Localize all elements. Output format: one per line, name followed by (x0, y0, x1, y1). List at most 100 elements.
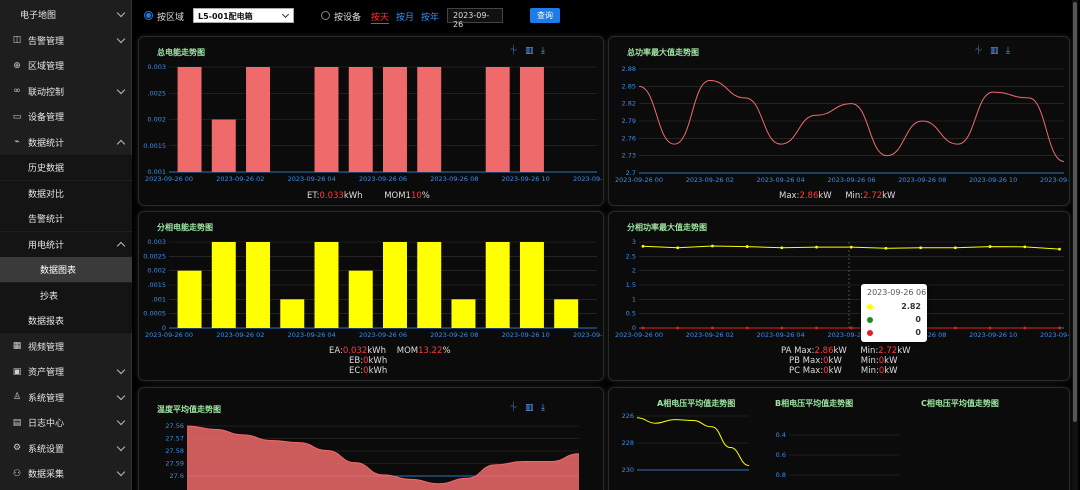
pc-min-value: 0 (878, 366, 885, 376)
y-tick-label: 27.6 (170, 472, 184, 480)
query-button[interactable]: 查询 (530, 8, 560, 23)
mom-label: MOM (396, 346, 419, 356)
sidebar-item[interactable]: ⊕ 区域管理 (0, 53, 132, 78)
sidebar-item-label: 资产管理 (28, 368, 65, 378)
pa-min-value: 2.72 (878, 346, 898, 356)
sidebar-item[interactable]: 用电统计 (0, 231, 132, 257)
tooltip-title: 2023-09-26 06 (867, 288, 927, 297)
sidebar-item[interactable]: 历史数据 (0, 155, 132, 180)
sidebar-item[interactable]: ▤ 日志中心 (0, 410, 132, 435)
bar-chart-icon[interactable]: ▥ (525, 46, 534, 56)
sidebar-item-label: 数据统计 (28, 138, 65, 149)
sidebar-item[interactable]: ⌁ 数据统计 (0, 130, 132, 155)
bar (348, 270, 373, 328)
x-tick-label: 2023-09-26 08 (898, 176, 946, 184)
chevron-down-icon (116, 34, 126, 43)
sidebar-item[interactable]: 抄表 (0, 282, 132, 308)
area-select[interactable]: L5-001配电箱 (193, 8, 294, 23)
sidebar-item-label: 数据对比 (28, 189, 65, 200)
sidebar-item[interactable]: ◫ 告警管理 (0, 28, 132, 53)
bar-chart-icon[interactable]: ▥ (990, 46, 999, 56)
bar (314, 67, 339, 172)
sidebar-item[interactable]: 数据报表 (0, 308, 132, 333)
bar (246, 242, 271, 328)
x-tick-label: 2023-09-26 02 (686, 331, 734, 339)
bar-chart-icon[interactable]: ▥ (525, 403, 534, 413)
line-chart-icon[interactable]: ⏆ (509, 46, 519, 56)
sidebar-item[interactable]: ▦ 视频管理 (0, 334, 132, 359)
eb-unit: kWh (368, 356, 388, 366)
download-icon[interactable]: ⤓ (1006, 46, 1010, 56)
chart-tooltip: 2023-09-26 06 2.82 0 0 (861, 284, 927, 342)
x-tick-label: 2023-09-26 06 (827, 176, 875, 184)
sidebar-item[interactable]: ♙ 系统管理 (0, 385, 132, 410)
page-scrollbar[interactable] (1072, 0, 1078, 490)
point (919, 246, 923, 250)
y-tick-label: 0.0025 (143, 252, 166, 260)
voltage-c-chart (909, 410, 1059, 490)
radio-by-device-label[interactable]: 按设备 (334, 13, 362, 23)
bar (246, 67, 271, 172)
voltage-c-title: C相电压平均值走势图 (921, 399, 999, 408)
line-chart-icon[interactable]: ⏆ (974, 46, 984, 56)
line-chart-icon[interactable]: ⏆ (509, 403, 519, 413)
download-icon[interactable]: ⤓ (541, 46, 545, 56)
y-tick-label: 3 (632, 238, 636, 246)
tab-by-month[interactable]: 按月 (396, 13, 415, 23)
sidebar-item[interactable]: ⚙ 系统设置 (0, 436, 132, 461)
voltage-a-title: A相电压平均值走势图 (657, 399, 736, 408)
y-tick-label: 27.58 (165, 447, 184, 455)
scrollbar-thumb[interactable] (1073, 2, 1077, 422)
radio-by-device[interactable] (321, 11, 330, 20)
x-tick-label: 2023-09-26 04 (757, 176, 805, 184)
box-icon: ▣ (12, 366, 22, 377)
download-icon[interactable]: ⤓ (541, 403, 545, 413)
pb-label: PB Max: (789, 356, 824, 366)
max-unit: kW (818, 191, 832, 201)
pc-min-label: Min: (860, 366, 879, 376)
pb-value: 0 (823, 356, 829, 366)
main-content: 按区域 L5-001配电箱 按设备 按天 按月 按年 2023-09-26 查询… (138, 0, 1070, 490)
tooltip-value: 0 (915, 315, 921, 324)
tab-by-day[interactable]: 按天 (371, 10, 390, 24)
x-tick-label: 2023-09-26 12 (1040, 176, 1070, 184)
sidebar-item[interactable]: 电子地图 (0, 2, 132, 27)
panel-title: 分相电能走势图 (157, 223, 213, 232)
tab-by-year[interactable]: 按年 (421, 13, 440, 23)
sidebar-item[interactable]: ⚇ 数据采集 (0, 461, 132, 486)
pb-min-label: Min: (860, 356, 879, 366)
sidebar-item[interactable]: 数据图表 (0, 257, 132, 282)
sidebar-item[interactable]: ▭ 设备管理 (0, 104, 132, 129)
point (953, 246, 957, 250)
point (711, 244, 714, 248)
x-tick-label: 2023-09-26 04 (288, 331, 336, 339)
pb-unit: kW (828, 356, 842, 366)
sidebar: 电子地图 ◫ 告警管理 ⊕ 区域管理 ∞ 联动控制 ▭ 设备管理 ⌁ 数据统计 历史数据数据对比告警统… (0, 0, 132, 490)
point (849, 245, 853, 249)
sidebar-item[interactable]: 告警统计 (0, 206, 132, 231)
filter-toolbar: 按区域 L5-001配电箱 按设备 按天 按月 按年 2023-09-26 查询 (138, 6, 1070, 29)
date-input[interactable]: 2023-09-26 (447, 8, 503, 29)
temperature-chart: 27.6 27.59 27.58 27.57 27.56 (165, 422, 580, 490)
pc-value: 0 (823, 366, 829, 376)
sidebar-item-label: 区域管理 (28, 62, 65, 72)
radio-by-area-label[interactable]: 按区域 (157, 13, 185, 23)
mom-value: 13.22 (418, 346, 443, 356)
x-tick-label: 2023-09-26 10 (502, 331, 550, 339)
sidebar-item-label: 告警管理 (28, 36, 65, 47)
total-energy-footer: ET:0.033kWh MOM110% (307, 191, 430, 201)
total-power-chart: 2.7 2.73 2.76 2.79 2.82 2.85 2.88 2023-09-26 00… (615, 65, 1070, 184)
sidebar-item[interactable]: ∞ 联动控制 (0, 79, 132, 104)
bar (417, 242, 442, 328)
bar (519, 242, 544, 328)
tooltip-value: 0 (915, 328, 921, 337)
bar (280, 299, 305, 328)
log-icon: ▤ (12, 417, 22, 428)
total-energy-panel: 总电能走势图 ⏆ ▥ ⤓ 0.001 0.0015 0.002 .0025 0.003 2… (138, 36, 604, 206)
sidebar-item-label: 告警统计 (28, 215, 65, 225)
radio-by-area[interactable] (144, 11, 153, 20)
sidebar-item[interactable]: 数据对比 (0, 180, 132, 206)
sidebar-item[interactable]: ▣ 资产管理 (0, 359, 132, 384)
pa-footer: PA Max:2.86kW Min:2.72kW (781, 346, 911, 356)
y-tick-label: 228 (622, 439, 634, 447)
